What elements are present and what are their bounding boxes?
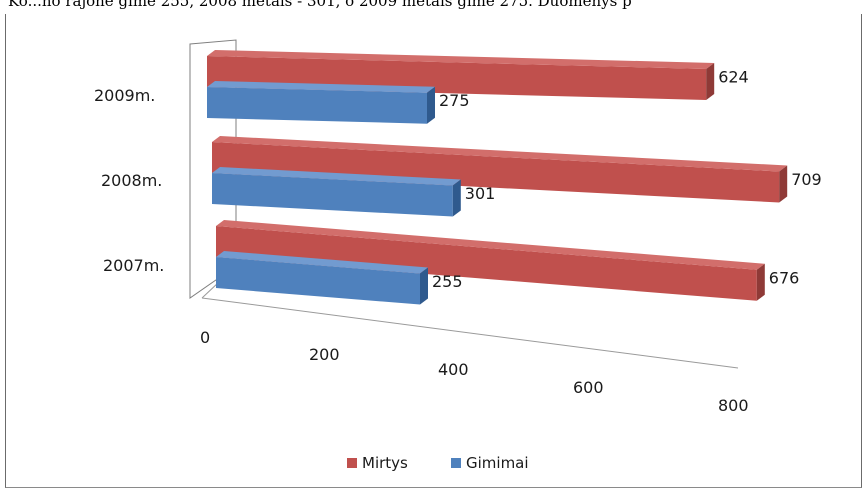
bar-2008m-mirtys-end	[779, 165, 788, 203]
value-label-2008m-mirtys: 709	[791, 170, 822, 189]
bar-2007m-gimimai-end	[420, 267, 428, 305]
x-tick-600: 600	[573, 378, 604, 397]
bar-2009m-gimimai-top	[207, 81, 435, 93]
bar-2007m-mirtys-top	[216, 220, 765, 270]
bar-2007m-mirtys-end	[756, 263, 765, 301]
x-axis-floor-line	[201, 297, 739, 369]
value-label-2009m-mirtys: 624	[718, 67, 749, 86]
category-labels-layer: 2007m. 2008m. 2009m.	[94, 86, 164, 275]
chart-frame	[5, 14, 862, 488]
x-tick-800: 800	[718, 396, 749, 415]
x-tick-400: 400	[438, 360, 469, 379]
category-label-2007m: 2007m.	[103, 256, 164, 275]
legend-label-gimimai: Gimimai	[466, 454, 529, 472]
bar-2007m-gimimai	[216, 257, 420, 305]
legend-swatch-mirtys	[347, 458, 357, 468]
bar-2009m-mirtys-end	[706, 62, 715, 100]
bar-2009m-gimimai-end	[427, 86, 435, 124]
x-tick-labels-layer: 0 200 400 600 800	[200, 328, 749, 415]
bar-2008m-mirtys-top	[212, 136, 788, 172]
bar-2007m-gimimai-top	[216, 251, 428, 274]
x-tick-0: 0	[200, 328, 210, 347]
bars-layer	[207, 50, 788, 305]
bar-2008m-gimimai-top	[212, 167, 461, 186]
value-label-2007m-mirtys: 676	[769, 268, 800, 287]
category-label-2009m: 2009m.	[94, 86, 155, 105]
bar-2008m-gimimai-end	[452, 179, 461, 217]
bar-2009m-mirtys-top	[207, 50, 715, 69]
value-label-2007m-gimimai: 255	[432, 272, 463, 291]
x-tick-200: 200	[309, 345, 340, 364]
value-labels-layer: 676 255 709 301 624 275	[432, 67, 822, 291]
legend: Mirtys Gimimai	[347, 454, 529, 472]
header-text: Ko...no rajone gimė 255, 2008 metais - 3…	[8, 0, 632, 10]
bar-2009m-gimimai	[207, 87, 427, 124]
legend-label-mirtys: Mirtys	[362, 454, 408, 472]
bar-2008m-mirtys	[212, 142, 780, 203]
legend-swatch-gimimai	[451, 458, 461, 468]
bar-2008m-gimimai	[212, 173, 453, 217]
category-label-2008m: 2008m.	[101, 171, 162, 190]
value-label-2009m-gimimai: 275	[439, 91, 470, 110]
value-label-2008m-gimimai: 301	[465, 184, 496, 203]
bar-2007m-mirtys	[216, 226, 757, 301]
